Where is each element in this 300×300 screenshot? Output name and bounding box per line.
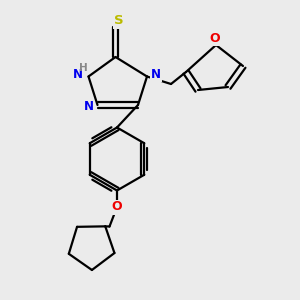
Text: N: N bbox=[83, 100, 94, 113]
Text: H: H bbox=[79, 63, 88, 73]
Text: N: N bbox=[151, 68, 161, 82]
Text: O: O bbox=[209, 32, 220, 45]
Text: S: S bbox=[114, 14, 123, 28]
Text: O: O bbox=[112, 200, 122, 214]
Text: N: N bbox=[73, 68, 83, 82]
